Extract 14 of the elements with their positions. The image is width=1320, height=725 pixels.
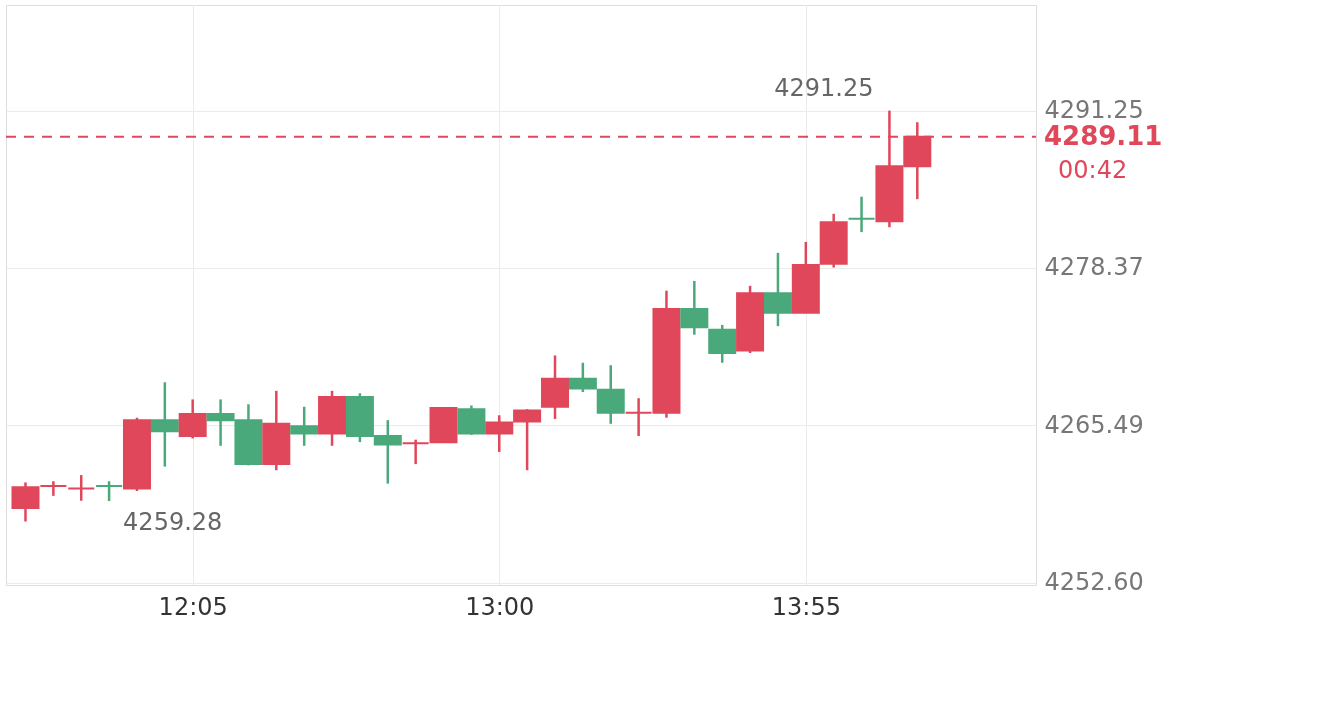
x-tick-label: 12:05 [158, 592, 228, 621]
y-tick-label: 4265.49 [1044, 410, 1144, 439]
candlestick [67, 473, 96, 502]
y-tick-label: 4278.37 [1044, 253, 1144, 282]
text: 00:42 [1058, 155, 1128, 184]
annotation: 4259.28 [123, 507, 223, 536]
y-tick-label: 4252.60 [1044, 568, 1144, 597]
x-tick-label: 13:55 [771, 592, 841, 621]
candlestick [568, 361, 597, 394]
annotation: 4291.25 [774, 73, 874, 102]
candlestick [847, 195, 876, 234]
x-tick-label: 13:00 [465, 592, 535, 621]
candlestick [95, 479, 124, 503]
candlestick [150, 381, 179, 468]
